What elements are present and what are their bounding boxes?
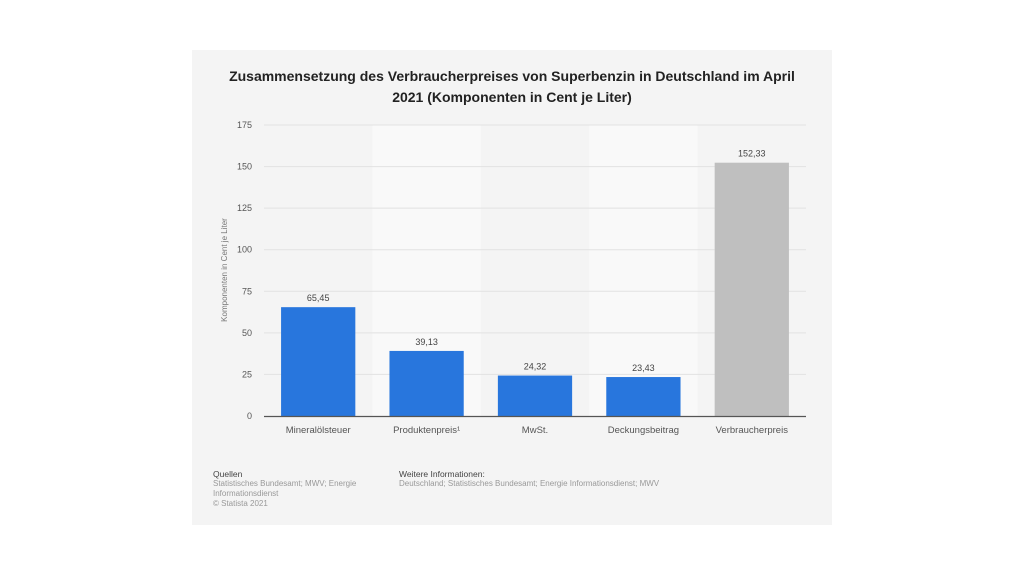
y-tick-label: 25: [242, 369, 252, 379]
bar: [281, 307, 356, 416]
chart-title-line-1: Zusammensetzung des Verbraucherpreises v…: [229, 68, 795, 84]
x-category-label: MwSt.: [522, 425, 548, 436]
bar: [714, 162, 789, 416]
y-tick-label: 150: [237, 162, 252, 172]
data-label: 39,13: [415, 337, 438, 347]
chart-panel: Zusammensetzung des Verbraucherpreises v…: [192, 50, 832, 525]
sources-line: Statistisches Bundesamt; MWV; Energie: [213, 479, 357, 488]
chart-title-line-2: 2021 (Komponenten in Cent je Liter): [392, 89, 632, 105]
y-axis-label: Komponenten in Cent je Liter: [220, 218, 229, 322]
bar: [389, 350, 464, 416]
data-label: 65,45: [307, 293, 330, 303]
x-category-label: Mineralölsteuer: [286, 425, 351, 436]
sources-heading: Quellen: [213, 469, 243, 479]
y-tick-label: 0: [247, 411, 252, 421]
y-tick-label: 175: [237, 120, 252, 130]
column-band: [589, 125, 698, 416]
x-category-label: Produktenpreis¹: [393, 425, 460, 436]
sources-line: Informationsdienst: [213, 489, 279, 498]
x-category-label: Deckungsbeitrag: [608, 425, 679, 436]
sources-block: Quellen Statistisches Bundesamt; MWV; En…: [213, 469, 356, 509]
copyright: © Statista 2021: [213, 499, 268, 508]
y-tick-label: 75: [242, 286, 252, 296]
info-text: Deutschland; Statistisches Bundesamt; En…: [399, 479, 660, 488]
bar-chart: 65,45 39,13 24,32 23,43 152,33 0 25 50 75 100 125…: [220, 120, 806, 436]
bar: [497, 375, 573, 416]
data-label: 23,43: [632, 363, 655, 373]
data-label: 24,32: [524, 362, 547, 372]
x-category-label: Verbraucherpreis: [716, 425, 789, 436]
chart-title: Zusammensetzung des Verbraucherpreises v…: [192, 66, 832, 108]
info-block: Weitere Informationen: Deutschland; Stat…: [399, 469, 659, 489]
bar: [606, 377, 681, 416]
y-tick-label: 50: [242, 328, 252, 338]
y-tick-label: 125: [237, 203, 252, 213]
y-tick-label: 100: [237, 245, 252, 255]
data-label: 152,33: [738, 149, 766, 159]
info-heading: Weitere Informationen:: [399, 469, 485, 479]
